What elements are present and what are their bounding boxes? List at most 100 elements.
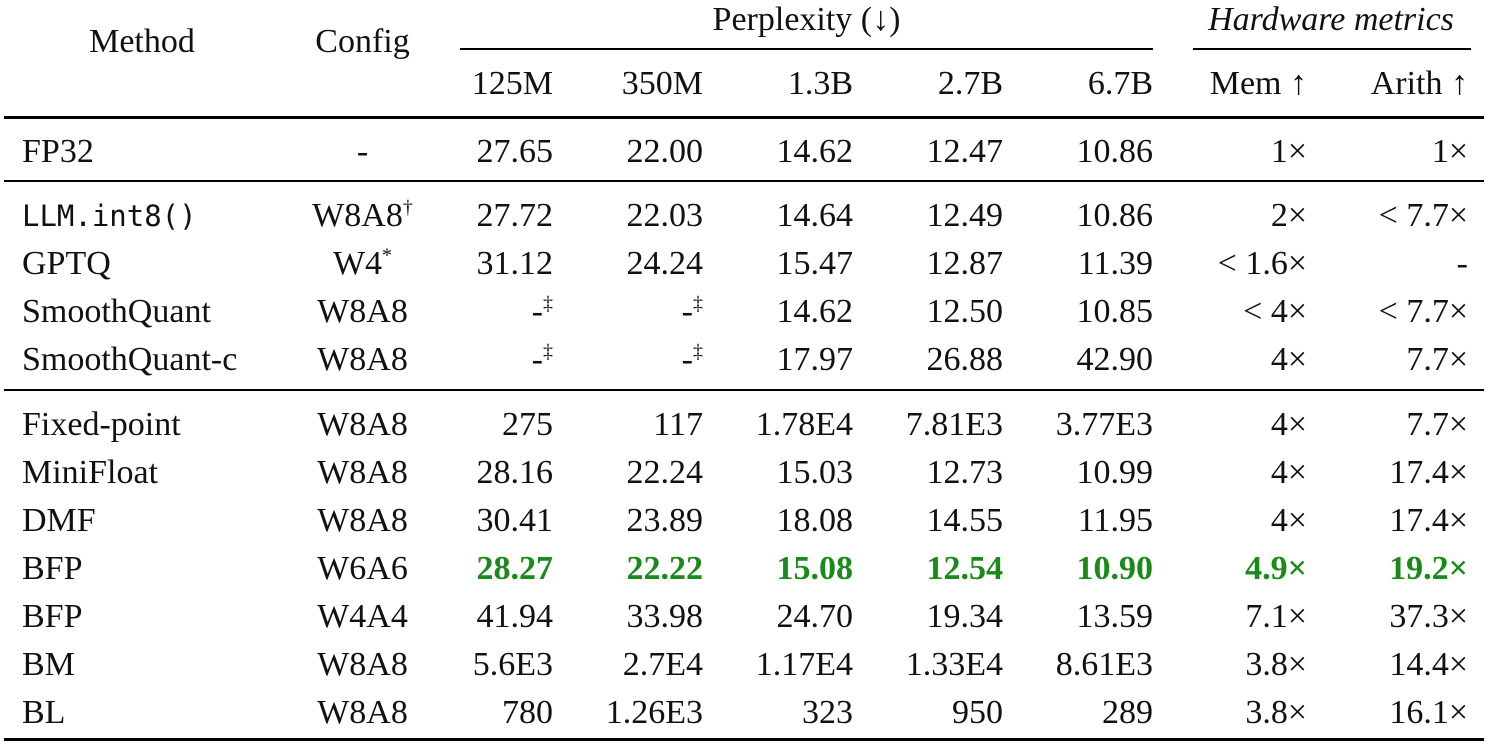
row-perplexity: 950 — [860, 693, 1003, 733]
row-method: BL — [22, 694, 66, 731]
row-perplexity: 24.24 — [560, 244, 704, 284]
row-perplexity: 30.41 — [440, 501, 554, 541]
config-value: W8A8 — [312, 197, 403, 234]
row-method: SmoothQuant — [22, 293, 211, 330]
row-arith: 14.4× — [1389, 646, 1468, 683]
group-rule-1 — [4, 180, 1484, 182]
row-mem: 1× — [1270, 133, 1307, 170]
perplexity-footnote-mark: ‡ — [543, 292, 553, 315]
row-method: BM — [22, 646, 75, 683]
header-hardware-group: Hardware metrics — [1208, 1, 1454, 38]
perplexity-footnote-mark: ‡ — [693, 292, 703, 315]
perplexity-value: 117 — [653, 406, 703, 443]
row-perplexity: 14.55 — [860, 501, 1004, 541]
row-perplexity: 14.64 — [710, 196, 854, 236]
hardware-cmidrule — [1193, 48, 1471, 50]
perplexity-value: 27.65 — [476, 133, 554, 170]
perplexity-value: 7.81E3 — [905, 406, 1003, 443]
row-arith: 19.2× — [1389, 550, 1468, 587]
header-model-size: 1.3B — [787, 65, 853, 102]
perplexity-value: 14.62 — [776, 133, 854, 170]
config-value: W8A8 — [317, 646, 408, 683]
perplexity-value: 950 — [952, 694, 1003, 731]
perplexity-value: 11.39 — [1077, 245, 1153, 282]
perplexity-footnote-mark: ‡ — [543, 340, 553, 363]
row-perplexity: 33.98 — [560, 597, 704, 637]
perplexity-value: 24.24 — [626, 245, 704, 282]
perplexity-value: 12.54 — [926, 550, 1004, 587]
row-perplexity: -‡ — [560, 340, 703, 380]
row-mem: 3.8× — [1245, 694, 1307, 731]
row-arith: 16.1× — [1389, 694, 1468, 731]
header-perplexity-group: Perplexity (↓) — [712, 1, 901, 38]
perplexity-value: 12.87 — [926, 245, 1004, 282]
row-mem: 4× — [1270, 406, 1307, 443]
row-config: W4A4 — [300, 597, 425, 637]
row-arith: < 7.7× — [1378, 197, 1468, 234]
row-perplexity: 275 — [440, 405, 553, 445]
perplexity-value: 26.88 — [926, 341, 1004, 378]
row-perplexity: 10.86 — [1010, 132, 1154, 172]
row-perplexity: 11.95 — [1010, 501, 1153, 541]
perplexity-value: 19.34 — [926, 598, 1004, 635]
row-perplexity: 12.73 — [860, 453, 1004, 493]
row-perplexity: 8.61E3 — [1010, 645, 1153, 685]
row-perplexity: 10.85 — [1010, 292, 1154, 332]
config-value: W4 — [332, 245, 383, 282]
header-model-size: 125M — [471, 65, 553, 102]
row-arith: - — [1456, 245, 1468, 282]
top-rule — [4, 116, 1484, 119]
perplexity-value: 1.26E3 — [605, 694, 703, 731]
row-mem: 4× — [1270, 502, 1307, 539]
row-perplexity: 14.62 — [710, 132, 854, 172]
row-perplexity: 14.62 — [710, 292, 854, 332]
perplexity-value: 33.98 — [626, 598, 704, 635]
config-value: W8A8 — [317, 502, 408, 539]
row-perplexity: 22.03 — [560, 196, 704, 236]
row-arith: 17.4× — [1389, 502, 1468, 539]
perplexity-value: 28.27 — [476, 550, 554, 587]
row-method: DMF — [22, 502, 96, 539]
perplexity-value: 22.00 — [626, 133, 704, 170]
perplexity-value: 11.95 — [1077, 502, 1153, 539]
perplexity-footnote-mark: ‡ — [693, 340, 703, 363]
row-perplexity: 23.89 — [560, 501, 704, 541]
row-config: W8A8† — [300, 196, 425, 236]
row-config: W6A6 — [300, 549, 425, 589]
perplexity-value: 15.08 — [776, 550, 854, 587]
perplexity-value: 15.47 — [776, 245, 854, 282]
row-mem: 4.9× — [1245, 550, 1307, 587]
perplexity-value: 12.73 — [926, 454, 1004, 491]
row-perplexity: 15.03 — [710, 453, 854, 493]
perplexity-value: 5.6E3 — [472, 646, 553, 683]
row-perplexity: 41.94 — [440, 597, 554, 637]
row-mem: < 4× — [1243, 293, 1307, 330]
row-mem: 7.1× — [1245, 598, 1307, 635]
perplexity-value: 22.24 — [626, 454, 704, 491]
row-perplexity: 27.65 — [440, 132, 554, 172]
perplexity-value: 22.03 — [626, 197, 704, 234]
config-value: W8A8 — [317, 293, 408, 330]
row-perplexity: 26.88 — [860, 340, 1004, 380]
perplexity-value: 18.08 — [776, 502, 854, 539]
row-perplexity: 17.97 — [710, 340, 854, 380]
row-perplexity: 1.78E4 — [710, 405, 853, 445]
config-footnote-mark: * — [382, 244, 393, 267]
row-perplexity: 12.54 — [860, 549, 1004, 589]
row-config: W8A8 — [300, 693, 425, 733]
row-mem: 3.8× — [1245, 646, 1307, 683]
row-perplexity: 31.12 — [440, 244, 554, 284]
row-config: W8A8 — [300, 292, 425, 332]
perplexity-value: 12.47 — [926, 133, 1004, 170]
perplexity-value: 1.17E4 — [755, 646, 853, 683]
row-arith: 1× — [1431, 133, 1468, 170]
row-perplexity: 15.08 — [710, 549, 854, 589]
config-value: W8A8 — [317, 341, 408, 378]
row-perplexity: 22.24 — [560, 453, 704, 493]
header-mem: Mem ↑ — [1209, 65, 1307, 102]
perplexity-value: 14.55 — [926, 502, 1004, 539]
config-value: W6A6 — [317, 550, 408, 587]
header-model-size: 6.7B — [1087, 65, 1153, 102]
row-arith: 17.4× — [1389, 454, 1468, 491]
